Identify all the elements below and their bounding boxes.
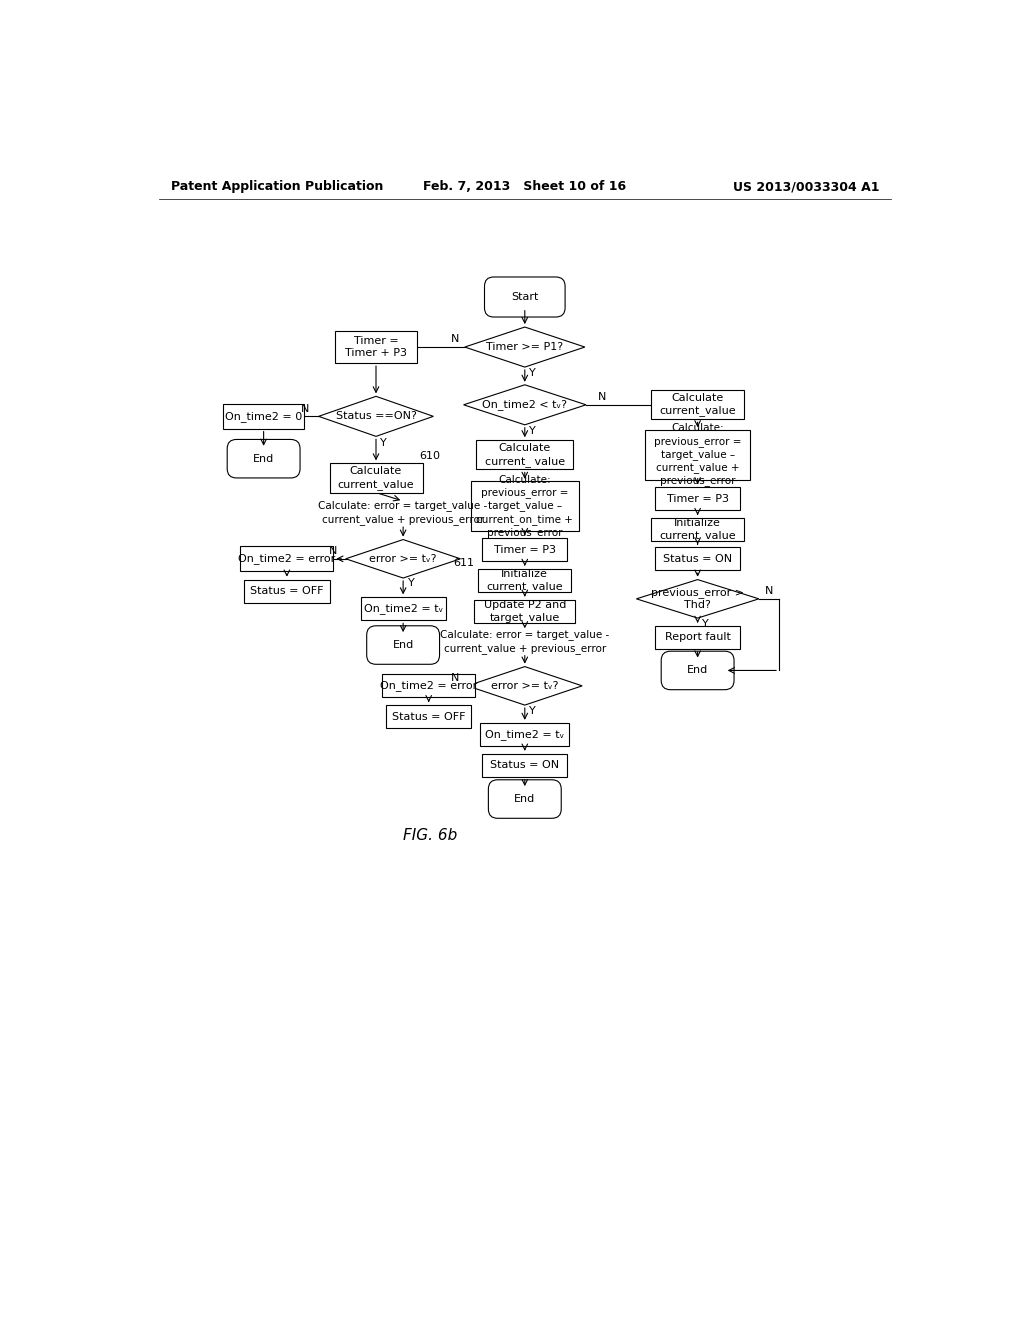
Bar [386,705,471,729]
Text: On_time2 < tᵥ?: On_time2 < tᵥ? [482,400,567,411]
Text: N: N [300,404,309,413]
Bar [335,331,417,363]
Text: On_time2 = error: On_time2 = error [380,680,477,692]
Polygon shape [636,579,759,618]
Bar [655,626,740,649]
FancyBboxPatch shape [484,277,565,317]
Bar [651,391,744,420]
Polygon shape [467,667,583,705]
Text: Y: Y [380,437,387,447]
Text: Initialize
current_value: Initialize current_value [486,569,563,591]
Text: Timer >= P1?: Timer >= P1? [486,342,563,352]
Bar [330,463,423,492]
Bar [360,597,445,620]
Text: On_time2 = tᵥ: On_time2 = tᵥ [364,603,442,614]
Bar [241,546,334,572]
Text: previous_error >
Thd?: previous_error > Thd? [651,587,744,610]
Text: Update P2 and
target_value: Update P2 and target_value [483,599,566,623]
Text: Patent Application Publication: Patent Application Publication [171,181,383,194]
Text: On_time2 = 0: On_time2 = 0 [225,411,302,422]
Text: Feb. 7, 2013   Sheet 10 of 16: Feb. 7, 2013 Sheet 10 of 16 [423,181,627,194]
Text: N: N [451,334,459,345]
FancyBboxPatch shape [227,440,300,478]
Bar [471,482,579,532]
Polygon shape [464,385,586,425]
Text: End: End [253,454,274,463]
Polygon shape [465,327,585,367]
Text: On_time2 = tᵥ: On_time2 = tᵥ [485,729,564,739]
Text: Calculate:
previous_error =
target_value –
current_value +
previous_error: Calculate: previous_error = target_value… [654,424,741,487]
Bar [245,579,330,603]
Text: Y: Y [529,426,536,436]
Bar [223,404,304,429]
Text: Calculate
current_ value: Calculate current_ value [484,444,565,466]
Text: N: N [451,673,459,684]
Text: Status = ON: Status = ON [664,554,732,564]
FancyBboxPatch shape [367,626,439,664]
Text: End: End [392,640,414,649]
Bar [645,430,750,480]
Bar [480,723,569,746]
Text: Y: Y [529,706,536,717]
Bar [478,569,571,591]
Polygon shape [318,396,433,437]
Bar [655,548,740,570]
Text: Y: Y [529,368,536,379]
Bar [482,754,567,776]
Text: US 2013/0033304 A1: US 2013/0033304 A1 [733,181,880,194]
Text: N: N [598,392,606,403]
Bar [655,487,740,511]
Text: Status = ON: Status = ON [490,760,559,770]
Bar [476,441,573,470]
Bar [474,599,575,623]
Text: Timer = P3: Timer = P3 [494,545,556,554]
Bar [482,539,567,561]
FancyBboxPatch shape [662,651,734,689]
Text: Timer = P3: Timer = P3 [667,494,729,504]
Text: Timer =
Timer + P3: Timer = Timer + P3 [345,335,407,358]
Text: On_time2 = error: On_time2 = error [239,553,336,564]
Text: error >= tᵥ?: error >= tᵥ? [492,681,558,690]
Text: Calculate
current_value: Calculate current_value [338,466,415,490]
Bar [651,517,744,541]
Text: N: N [765,586,773,597]
Text: error >= tᵥ?: error >= tᵥ? [370,554,437,564]
Text: Calculate:
previous_error =
target_value –
current_on_time +
previous_error: Calculate: previous_error = target_value… [476,475,573,539]
Text: End: End [514,795,536,804]
FancyBboxPatch shape [488,780,561,818]
Text: Calculate
current_value: Calculate current_value [659,393,736,416]
Text: Y: Y [408,578,415,589]
Text: End: End [687,665,709,676]
Text: Calculate: error = target_value -
current_value + previous_error: Calculate: error = target_value - curren… [440,630,609,655]
Text: Y: Y [702,619,709,630]
Text: N: N [329,546,338,556]
Text: Calculate: error = target_value -
current_value + previous_error: Calculate: error = target_value - curren… [318,500,487,525]
Text: Status ==ON?: Status ==ON? [336,412,417,421]
Text: 611: 611 [453,557,474,568]
Bar [382,675,475,697]
Polygon shape [346,540,461,578]
Text: 610: 610 [420,451,440,462]
Text: Report fault: Report fault [665,632,730,643]
Text: Status = OFF: Status = OFF [392,711,466,722]
Text: Status = OFF: Status = OFF [250,586,324,597]
Text: FIG. 6b: FIG. 6b [403,829,458,843]
Text: Initialize
current_value: Initialize current_value [659,517,736,541]
Text: Start: Start [511,292,539,302]
